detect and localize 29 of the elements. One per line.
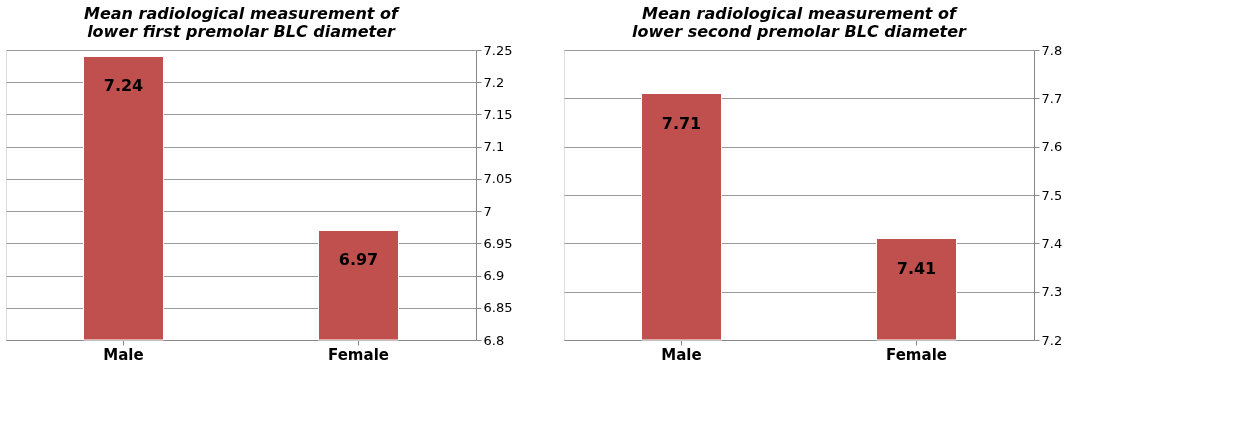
data-label: 7.41 bbox=[896, 258, 937, 278]
text: Mean radiological measurement of bbox=[642, 4, 956, 23]
y-tick-label: 7.15 bbox=[483, 106, 513, 122]
y-tick-label: 7.4 bbox=[1041, 235, 1063, 251]
y-tick-label: 6.9 bbox=[483, 268, 505, 284]
y-tick-label: 7.8 bbox=[1041, 42, 1063, 58]
x-tick-label: Female bbox=[328, 345, 389, 364]
y-tick-label: 7.7 bbox=[1041, 90, 1063, 106]
y-tick-label: 7.05 bbox=[483, 171, 513, 187]
x-tick-label: Male bbox=[103, 345, 144, 364]
y-tick-label: 7.25 bbox=[483, 42, 513, 58]
text: lower first premolar BLC diameter bbox=[87, 22, 395, 41]
y-tick-label: 6.85 bbox=[483, 300, 513, 316]
data-label: 7.24 bbox=[103, 76, 144, 96]
data-label: 6.97 bbox=[338, 250, 379, 270]
x-tick-label: Female bbox=[886, 345, 947, 364]
y-tick-label: 7.2 bbox=[1041, 332, 1063, 348]
y-tick-label: 7.3 bbox=[1041, 284, 1063, 300]
y-tick-label: 7.6 bbox=[1041, 139, 1063, 155]
y-tick-label: 7.2 bbox=[483, 74, 505, 90]
y-tick-label: 7 bbox=[483, 203, 492, 219]
y-tick-label: 6.95 bbox=[483, 235, 513, 251]
data-label: 7.71 bbox=[661, 113, 702, 133]
y-tick-label: 7.1 bbox=[483, 139, 505, 155]
y-tick-label: 7.5 bbox=[1041, 187, 1063, 203]
y-tick-label: 6.8 bbox=[483, 332, 505, 348]
x-tick-label: Male bbox=[661, 345, 702, 364]
text: Mean radiological measurement of bbox=[84, 4, 398, 23]
text: lower second premolar BLC diameter bbox=[632, 22, 966, 41]
